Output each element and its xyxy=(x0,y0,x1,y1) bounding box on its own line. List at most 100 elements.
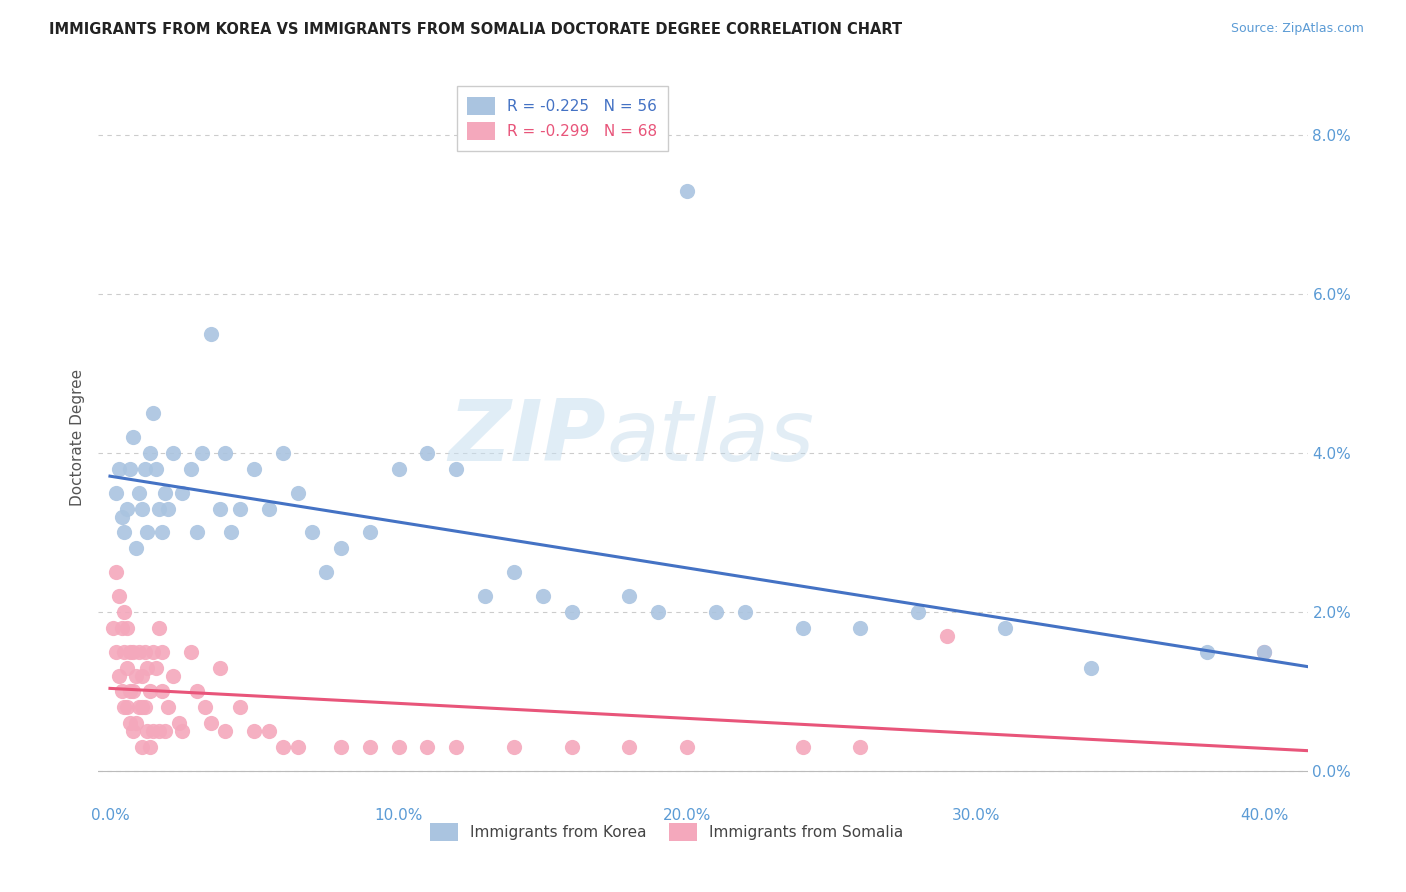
Point xyxy=(122,684,145,698)
Point xyxy=(125,716,148,731)
Point xyxy=(156,700,179,714)
Point xyxy=(214,724,236,739)
Text: ZIP: ZIP xyxy=(449,395,606,479)
Point xyxy=(849,740,872,755)
Point xyxy=(301,525,323,540)
Point xyxy=(128,645,150,659)
Point xyxy=(122,430,145,444)
Point xyxy=(134,645,156,659)
Point xyxy=(676,184,699,198)
Point xyxy=(136,660,159,674)
Point xyxy=(561,740,583,755)
Point xyxy=(117,501,139,516)
Point xyxy=(107,668,129,682)
Point xyxy=(647,605,669,619)
Point xyxy=(315,566,337,580)
Point xyxy=(125,668,148,682)
Point xyxy=(145,462,167,476)
Point xyxy=(416,740,439,755)
Point xyxy=(122,724,145,739)
Point xyxy=(186,684,208,698)
Point xyxy=(229,501,252,516)
Point xyxy=(131,740,153,755)
Point xyxy=(704,605,727,619)
Point xyxy=(416,446,439,460)
Point xyxy=(359,740,381,755)
Point xyxy=(148,501,170,516)
Point xyxy=(200,326,222,341)
Point xyxy=(112,605,135,619)
Point xyxy=(1195,645,1218,659)
Point xyxy=(329,541,352,556)
Point xyxy=(935,629,957,643)
Point xyxy=(194,700,217,714)
Point xyxy=(112,700,135,714)
Point xyxy=(219,525,242,540)
Point xyxy=(145,660,167,674)
Point xyxy=(287,740,309,755)
Point xyxy=(156,501,179,516)
Point xyxy=(110,509,132,524)
Point xyxy=(792,621,814,635)
Point xyxy=(503,740,526,755)
Point xyxy=(120,684,142,698)
Point xyxy=(1080,660,1102,674)
Point xyxy=(131,700,153,714)
Point xyxy=(561,605,583,619)
Point xyxy=(619,740,641,755)
Point xyxy=(271,740,294,755)
Point xyxy=(474,589,496,603)
Point xyxy=(110,621,132,635)
Point xyxy=(257,724,280,739)
Point xyxy=(1253,645,1275,659)
Point xyxy=(167,716,190,731)
Point xyxy=(150,645,173,659)
Point xyxy=(214,446,236,460)
Point xyxy=(734,605,756,619)
Point xyxy=(503,566,526,580)
Point xyxy=(134,700,156,714)
Point xyxy=(107,589,129,603)
Point xyxy=(131,501,153,516)
Point xyxy=(287,485,309,500)
Point xyxy=(128,485,150,500)
Point xyxy=(120,716,142,731)
Point xyxy=(172,724,194,739)
Point xyxy=(148,621,170,635)
Point xyxy=(104,485,127,500)
Point xyxy=(387,462,409,476)
Point xyxy=(120,645,142,659)
Point xyxy=(117,660,139,674)
Point xyxy=(531,589,554,603)
Point xyxy=(107,462,129,476)
Point xyxy=(180,645,202,659)
Point xyxy=(243,462,266,476)
Point xyxy=(162,446,184,460)
Point xyxy=(162,668,184,682)
Point xyxy=(243,724,266,739)
Legend: Immigrants from Korea, Immigrants from Somalia: Immigrants from Korea, Immigrants from S… xyxy=(420,814,912,850)
Point xyxy=(139,740,162,755)
Point xyxy=(257,501,280,516)
Point xyxy=(142,645,165,659)
Point xyxy=(229,700,252,714)
Point xyxy=(172,485,194,500)
Point xyxy=(1253,645,1275,659)
Point xyxy=(208,660,231,674)
Point xyxy=(136,525,159,540)
Point xyxy=(329,740,352,755)
Point xyxy=(150,684,173,698)
Point xyxy=(150,525,173,540)
Point xyxy=(134,462,156,476)
Point xyxy=(104,645,127,659)
Point xyxy=(117,700,139,714)
Point xyxy=(271,446,294,460)
Point xyxy=(125,541,148,556)
Point xyxy=(112,525,135,540)
Point xyxy=(153,724,176,739)
Point xyxy=(387,740,409,755)
Point xyxy=(117,621,139,635)
Point xyxy=(191,446,214,460)
Point xyxy=(200,716,222,731)
Point xyxy=(101,621,124,635)
